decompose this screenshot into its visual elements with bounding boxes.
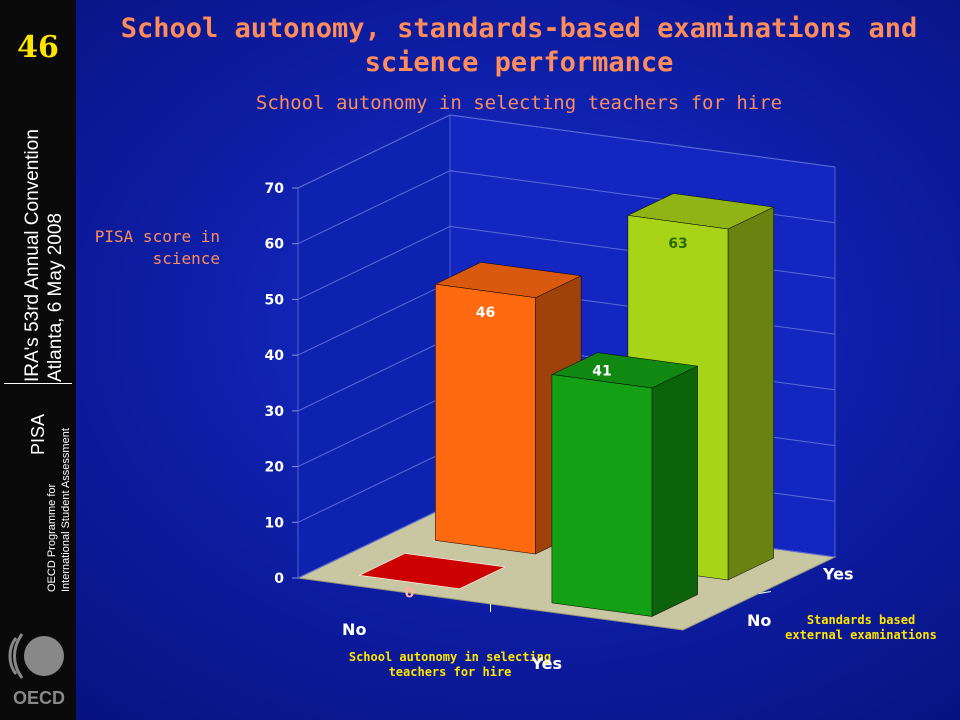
chart-subtitle: School autonomy in selecting teachers fo… bbox=[255, 92, 783, 114]
chart-title: School autonomy, standards-based examina… bbox=[120, 13, 918, 78]
bar-top bbox=[358, 553, 507, 590]
x-category-label: Yes bbox=[531, 654, 563, 673]
oecd-logo-text: OECD bbox=[13, 688, 65, 708]
chart-side-wall bbox=[297, 114, 451, 579]
depth-axis-label: Standards based external examinations bbox=[785, 613, 937, 642]
slide-number: 46 bbox=[17, 30, 59, 65]
y-tick-label: 0 bbox=[274, 571, 284, 587]
depth-tick-mark bbox=[758, 591, 772, 594]
data-label: 0 bbox=[405, 586, 415, 602]
bar-no-no: 0 bbox=[358, 553, 507, 602]
y-tick-label: 70 bbox=[265, 181, 285, 197]
bar-side bbox=[651, 365, 698, 617]
data-label: 63 bbox=[668, 236, 687, 252]
y-axis-label: PISA score in science bbox=[94, 227, 220, 268]
bar-side bbox=[727, 206, 774, 581]
y-tick-label: 60 bbox=[265, 237, 285, 253]
depth-category-label: Yes bbox=[822, 564, 854, 583]
bar-front bbox=[435, 283, 536, 555]
bar-front bbox=[551, 374, 653, 617]
y-tick-label: 30 bbox=[265, 404, 285, 420]
oecd-logo: OECD bbox=[8, 633, 65, 708]
gridline bbox=[297, 114, 836, 189]
y-tick-label: 50 bbox=[265, 292, 285, 308]
x-axis-label: School autonomy in selecting teachers fo… bbox=[348, 650, 552, 679]
y-tick-label: 20 bbox=[265, 460, 285, 476]
data-label: 46 bbox=[476, 305, 495, 321]
x-category-label: No bbox=[342, 620, 366, 639]
depth-category-label: No bbox=[747, 611, 771, 630]
y-tick-label: 10 bbox=[265, 515, 285, 531]
sidebar: 46 IRA's 53rd Annual Convention Atlanta,… bbox=[0, 0, 76, 720]
bar-yes-no: 41 bbox=[551, 352, 699, 617]
sidebar-divider bbox=[4, 383, 72, 384]
y-tick-label: 40 bbox=[265, 348, 285, 364]
data-label: 41 bbox=[592, 363, 611, 379]
